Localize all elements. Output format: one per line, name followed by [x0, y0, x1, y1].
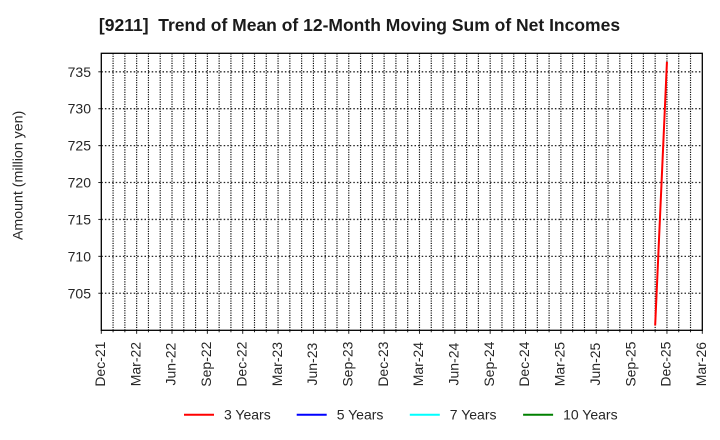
svg-text:Dec-23: Dec-23 — [375, 341, 391, 386]
svg-text:[9211] Trend of Mean of 12-Mo: [9211] Trend of Mean of 12-Month Moving … — [99, 15, 620, 35]
svg-text:Mar-23: Mar-23 — [269, 342, 285, 387]
svg-text:Sep-22: Sep-22 — [198, 341, 214, 386]
svg-text:Dec-24: Dec-24 — [516, 341, 532, 386]
svg-text:Sep-23: Sep-23 — [339, 341, 355, 386]
svg-text:720: 720 — [68, 175, 92, 191]
svg-text:Jun-24: Jun-24 — [446, 342, 462, 385]
svg-text:710: 710 — [68, 248, 92, 264]
svg-text:Dec-25: Dec-25 — [658, 341, 674, 386]
svg-text:Jun-25: Jun-25 — [587, 342, 603, 385]
svg-text:Jun-23: Jun-23 — [304, 342, 320, 385]
svg-text:Sep-24: Sep-24 — [481, 341, 497, 386]
svg-text:Mar-24: Mar-24 — [410, 342, 426, 387]
svg-text:715: 715 — [68, 211, 92, 227]
svg-text:Jun-22: Jun-22 — [163, 342, 179, 385]
svg-text:Dec-21: Dec-21 — [92, 341, 108, 386]
svg-text:Amount (million yen): Amount (million yen) — [11, 111, 27, 240]
svg-text:Mar-25: Mar-25 — [552, 342, 568, 387]
svg-text:Sep-25: Sep-25 — [622, 341, 638, 386]
svg-text:Dec-22: Dec-22 — [233, 341, 249, 386]
svg-text:725: 725 — [68, 138, 92, 154]
svg-text:7 Years: 7 Years — [450, 407, 497, 423]
svg-text:Mar-22: Mar-22 — [127, 342, 143, 387]
svg-text:735: 735 — [68, 64, 92, 80]
svg-text:705: 705 — [68, 285, 92, 301]
svg-text:3 Years: 3 Years — [224, 407, 271, 423]
svg-text:Mar-26: Mar-26 — [693, 342, 709, 387]
svg-text:730: 730 — [68, 101, 92, 117]
svg-text:10 Years: 10 Years — [563, 407, 618, 423]
svg-text:5 Years: 5 Years — [337, 407, 384, 423]
